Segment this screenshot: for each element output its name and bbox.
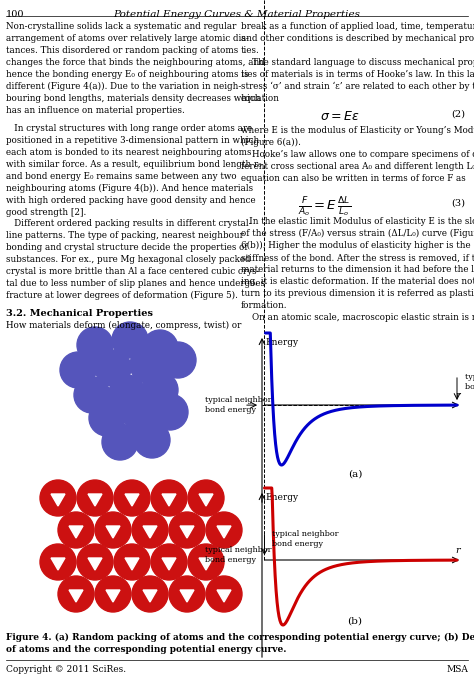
Circle shape <box>95 512 131 548</box>
Text: (b): (b) <box>347 617 363 626</box>
Circle shape <box>40 480 76 516</box>
Text: Different ordered packing results in different crystal-
line patterns. The type : Different ordered packing results in dif… <box>6 219 265 300</box>
Circle shape <box>132 576 168 612</box>
Text: (3): (3) <box>451 199 465 208</box>
Text: $\frac{F}{A_o} = E\,\frac{\Delta L}{L_o}$: $\frac{F}{A_o} = E\,\frac{\Delta L}{L_o}… <box>299 195 352 219</box>
Text: typical neighbor
bond energy: typical neighbor bond energy <box>273 530 339 548</box>
Polygon shape <box>199 494 213 506</box>
Circle shape <box>109 375 145 411</box>
Text: Energy: Energy <box>265 493 298 502</box>
Circle shape <box>40 544 76 580</box>
Polygon shape <box>88 558 102 570</box>
Circle shape <box>77 480 113 516</box>
Polygon shape <box>143 526 157 538</box>
Polygon shape <box>217 526 231 538</box>
Circle shape <box>151 544 187 580</box>
Circle shape <box>142 330 178 366</box>
Circle shape <box>206 512 242 548</box>
Polygon shape <box>162 494 176 506</box>
Circle shape <box>152 394 188 430</box>
Text: r: r <box>456 391 460 400</box>
Circle shape <box>188 544 224 580</box>
Circle shape <box>58 576 94 612</box>
Circle shape <box>169 512 205 548</box>
Text: Potential Energy Curves & Material Properties: Potential Energy Curves & Material Prope… <box>113 10 361 19</box>
Text: MSA: MSA <box>446 665 468 674</box>
Polygon shape <box>69 590 83 602</box>
Circle shape <box>114 480 150 516</box>
Polygon shape <box>51 558 65 570</box>
Polygon shape <box>125 494 139 506</box>
Text: In crystal structures with long range order atoms are
positioned in a repetitive: In crystal structures with long range or… <box>6 124 262 217</box>
Circle shape <box>188 480 224 516</box>
Circle shape <box>206 576 242 612</box>
Polygon shape <box>199 558 213 570</box>
Polygon shape <box>106 590 120 602</box>
Circle shape <box>112 322 148 358</box>
Text: $\sigma = E\varepsilon$: $\sigma = E\varepsilon$ <box>320 110 360 123</box>
Circle shape <box>132 512 168 548</box>
Circle shape <box>60 352 96 388</box>
Text: break as a function of applied load, time, temperature,
and other conditions is : break as a function of applied load, tim… <box>241 22 474 103</box>
Polygon shape <box>88 494 102 506</box>
Circle shape <box>95 576 131 612</box>
Text: (2): (2) <box>451 110 465 119</box>
Polygon shape <box>125 558 139 570</box>
Text: where E is the modulus of Elasticity or Young’s Modulus
(Figure 6(a)).
    Hooke: where E is the modulus of Elasticity or … <box>241 126 474 183</box>
Text: How materials deform (elongate, compress, twist) or: How materials deform (elongate, compress… <box>6 321 241 330</box>
Circle shape <box>58 512 94 548</box>
Polygon shape <box>180 526 194 538</box>
Circle shape <box>74 377 110 413</box>
Text: typical neighbor
bond energy: typical neighbor bond energy <box>465 373 474 391</box>
Text: (a): (a) <box>348 470 362 479</box>
Text: Energy: Energy <box>265 338 298 347</box>
Text: Copyright © 2011 SciRes.: Copyright © 2011 SciRes. <box>6 665 126 674</box>
Polygon shape <box>69 526 83 538</box>
Polygon shape <box>106 526 120 538</box>
Circle shape <box>124 398 160 434</box>
Text: Figure 4. (a) Random packing of atoms and the corresponding potential energy cur: Figure 4. (a) Random packing of atoms an… <box>6 633 474 654</box>
Polygon shape <box>180 590 194 602</box>
Circle shape <box>160 342 196 378</box>
Text: 3.2. Mechanical Properties: 3.2. Mechanical Properties <box>6 309 153 318</box>
Text: In the elastic limit Modulus of elasticity E is the slope
of the stress (F/A₀) v: In the elastic limit Modulus of elastici… <box>241 217 474 322</box>
Text: r: r <box>456 546 460 555</box>
Text: Non-crystalline solids lack a systematic and regular
arrangement of atoms over r: Non-crystalline solids lack a systematic… <box>6 22 265 115</box>
Circle shape <box>102 424 138 460</box>
Text: typical neighbor
bond energy: typical neighbor bond energy <box>205 396 272 414</box>
Circle shape <box>89 400 125 436</box>
Polygon shape <box>162 558 176 570</box>
Circle shape <box>142 372 178 408</box>
Circle shape <box>95 350 131 386</box>
Circle shape <box>169 576 205 612</box>
Circle shape <box>77 327 113 363</box>
Text: typical neighbor
bond energy: typical neighbor bond energy <box>205 546 272 564</box>
Circle shape <box>77 544 113 580</box>
Polygon shape <box>51 494 65 506</box>
Circle shape <box>151 480 187 516</box>
Text: 100: 100 <box>6 10 25 19</box>
Circle shape <box>130 347 166 383</box>
Circle shape <box>134 422 170 458</box>
Polygon shape <box>143 590 157 602</box>
Circle shape <box>114 544 150 580</box>
Polygon shape <box>217 590 231 602</box>
